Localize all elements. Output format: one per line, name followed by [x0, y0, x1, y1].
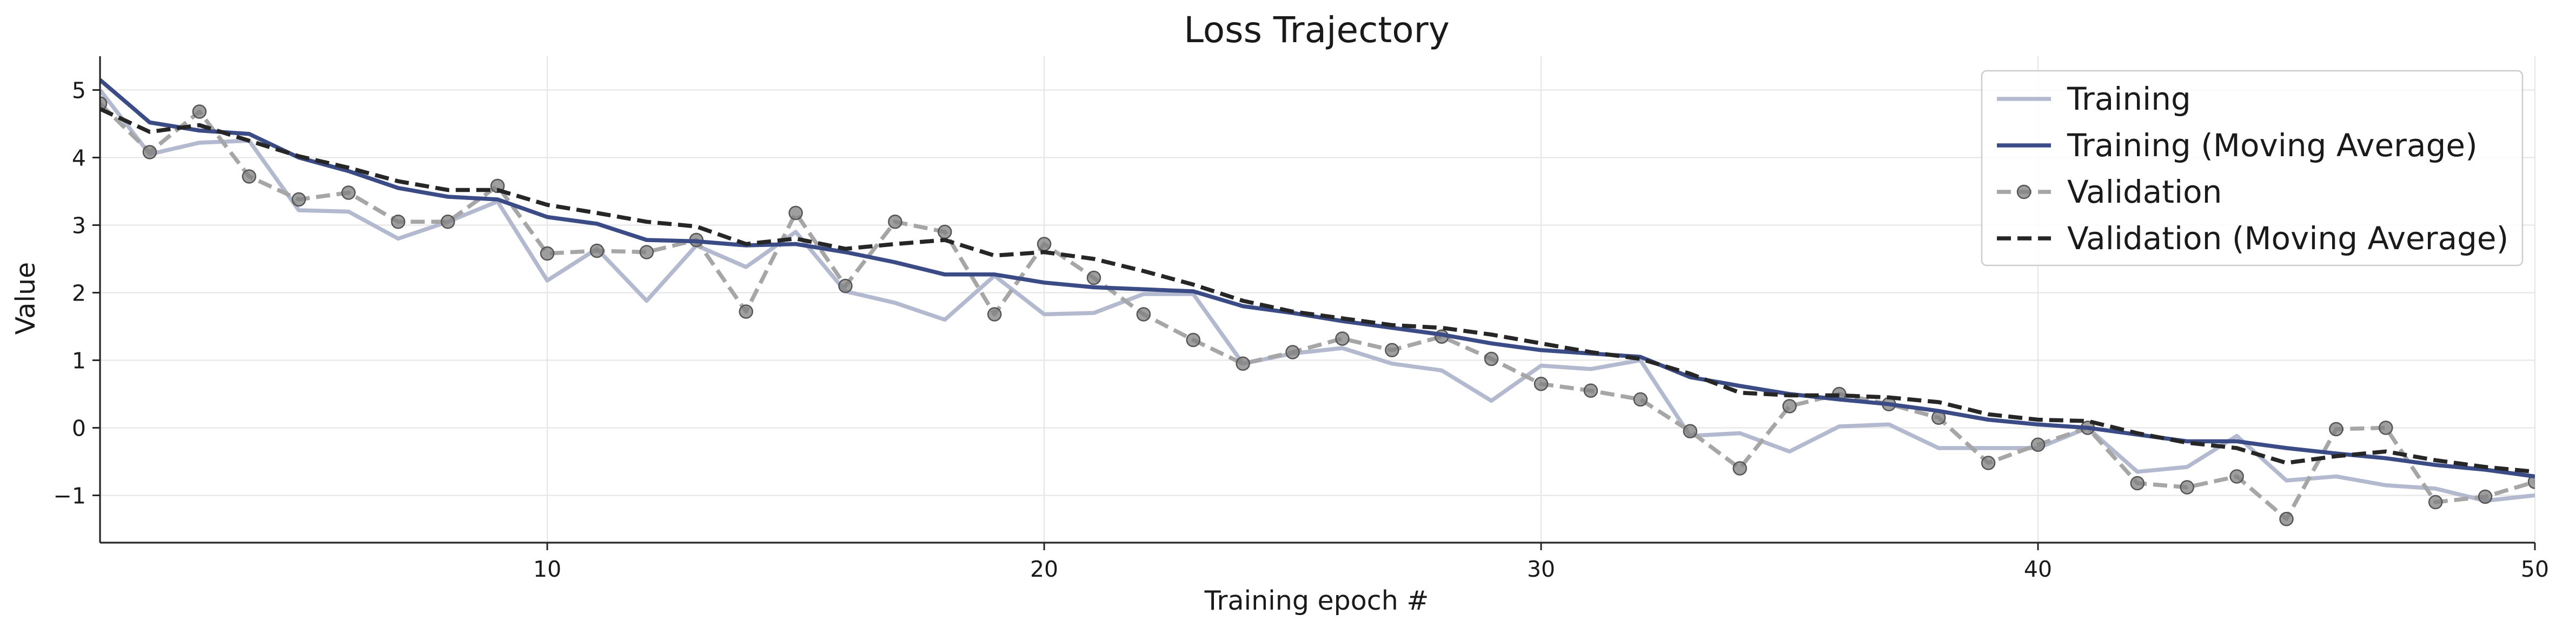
validation-point: [788, 205, 803, 221]
validation-point: [2379, 421, 2393, 435]
validation-point: [100, 96, 108, 111]
validation-point: [2030, 437, 2046, 452]
validation-point: [2180, 480, 2194, 495]
legend-label: Training: [2067, 81, 2191, 117]
validation-point: [938, 224, 952, 239]
validation-point: [2329, 422, 2343, 437]
validation-point: [1683, 424, 1697, 438]
series-layer: [100, 78, 2535, 526]
series-line: [100, 102, 2535, 522]
validation-point: [1335, 331, 1350, 346]
validation-point: [341, 185, 356, 200]
validation-point: [1533, 377, 1549, 391]
validation-point: [2478, 489, 2493, 504]
validation-point: [888, 215, 902, 229]
validation-point: [1285, 345, 1300, 359]
validation-point: [1633, 392, 1648, 407]
validation-point: [540, 246, 555, 261]
validation-point: [1583, 383, 1598, 398]
validation-point: [1782, 399, 1797, 413]
y-axis-label: Value: [10, 262, 41, 335]
series-group: [100, 89, 2535, 503]
series-line: [100, 107, 2535, 474]
validation-point: [1037, 237, 1052, 251]
validation-point: [441, 215, 455, 229]
x-tick-label: 10: [533, 556, 561, 582]
legend-label: Validation: [2067, 173, 2222, 210]
legend-label: Training (Moving Average): [2067, 127, 2478, 164]
y-tick-label: 1: [72, 348, 86, 374]
validation-point: [1981, 456, 1996, 470]
validation-point: [1236, 356, 1250, 371]
y-tick-label: 2: [72, 281, 86, 306]
y-tick-label: 3: [72, 213, 86, 239]
chart-title: Loss Trajectory: [1184, 9, 1450, 51]
legend-box: [1981, 70, 2524, 266]
validation-point: [1732, 461, 1747, 476]
legend-label: Validation (Moving Average): [2067, 220, 2508, 257]
ticks-layer: 10 20 30 40 50 −1 0 1 2 3 4 5: [54, 78, 2550, 583]
x-tick-label: 30: [1527, 556, 1555, 582]
validation-point: [1186, 332, 1201, 348]
legend-marker: [2016, 184, 2031, 199]
series-line: [100, 78, 2535, 479]
validation-point: [2527, 475, 2535, 489]
validation-point: [1484, 351, 1499, 366]
y-tick-label: 0: [72, 416, 86, 442]
axes-layer: [99, 56, 2535, 544]
validation-point: [2229, 469, 2244, 484]
series-group: [100, 107, 2535, 474]
y-tick-label: 4: [72, 145, 86, 171]
validation-point: [391, 215, 406, 229]
y-tick-label: −1: [54, 483, 86, 509]
validation-point: [242, 169, 256, 184]
y-tick-label: 5: [72, 78, 86, 104]
validation-point: [2428, 495, 2443, 510]
validation-point: [1136, 307, 1151, 322]
validation-point: [838, 278, 853, 293]
validation-point: [291, 192, 306, 207]
x-axis-label: Training epoch #: [1204, 585, 1429, 616]
validation-point: [2279, 512, 2294, 526]
validation-point: [589, 243, 605, 258]
x-tick-label: 20: [1030, 556, 1058, 582]
validation-point: [1086, 270, 1101, 285]
series-group: [100, 78, 2535, 479]
x-tick-label: 50: [2521, 556, 2549, 582]
validation-point: [987, 307, 1002, 322]
series-line: [100, 89, 2535, 503]
validation-point: [1385, 343, 1399, 357]
validation-point: [739, 304, 753, 319]
validation-point: [2130, 476, 2145, 491]
validation-point: [639, 245, 654, 259]
x-tick-label: 40: [2024, 556, 2052, 582]
validation-point: [192, 104, 207, 119]
validation-point: [142, 145, 157, 159]
legend: Training Training (Moving Average) Validat…: [1981, 70, 2524, 266]
